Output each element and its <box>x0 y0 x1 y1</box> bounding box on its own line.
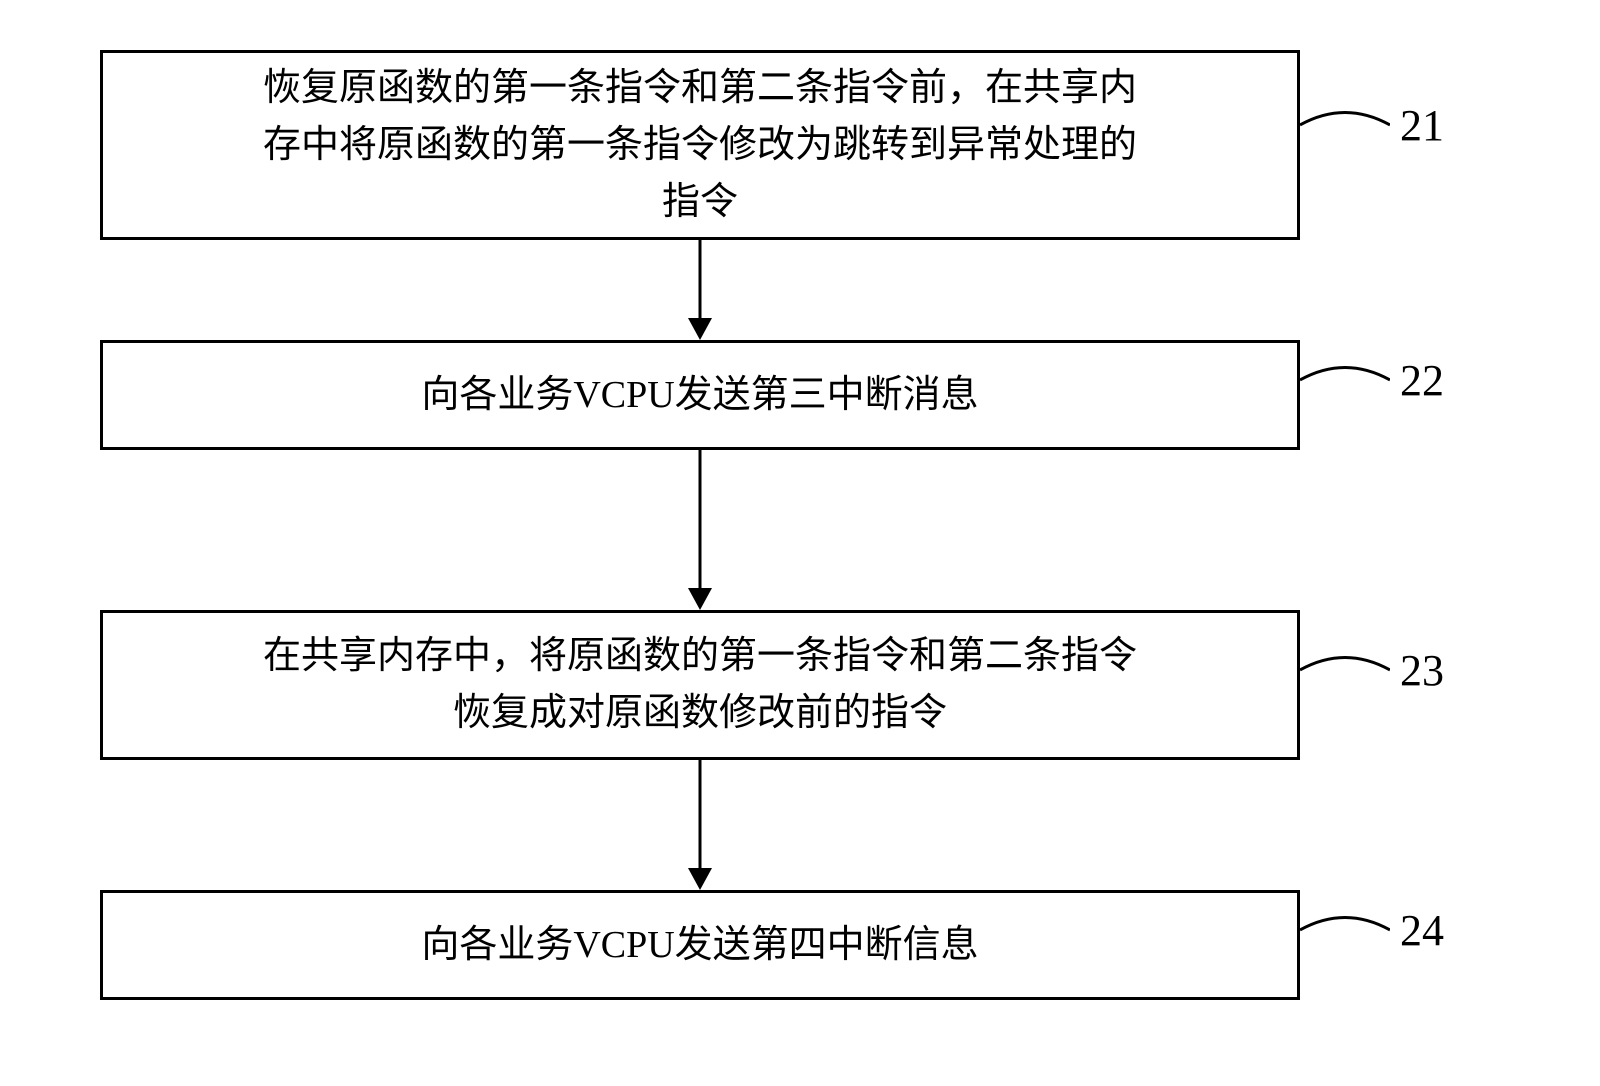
step-text-22: 向各业务VCPU发送第三中断消息 <box>421 367 978 424</box>
step-box-21: 恢复原函数的第一条指令和第二条指令前，在共享内 存中将原函数的第一条指令修改为跳… <box>100 50 1300 240</box>
step-text-21: 恢复原函数的第一条指令和第二条指令前，在共享内 存中将原函数的第一条指令修改为跳… <box>263 60 1137 231</box>
step-box-22: 向各业务VCPU发送第三中断消息 <box>100 340 1300 450</box>
step-23-line1: 在共享内存中，将原函数的第一条指令和第二条指令 <box>263 635 1137 677</box>
step-label-22: 22 <box>1400 355 1444 406</box>
step-22-line1: 向各业务VCPU发送第三中断消息 <box>421 374 978 416</box>
arrow-3 <box>680 760 720 890</box>
connector-22 <box>1300 360 1390 400</box>
step-label-21: 21 <box>1400 100 1444 151</box>
step-text-23: 在共享内存中，将原函数的第一条指令和第二条指令 恢复成对原函数修改前的指令 <box>263 628 1137 742</box>
step-21-line3: 指令 <box>662 181 738 223</box>
connector-23 <box>1300 650 1390 690</box>
step-label-23: 23 <box>1400 645 1444 696</box>
step-23-line2: 恢复成对原函数修改前的指令 <box>453 692 947 734</box>
connector-21 <box>1300 105 1390 145</box>
step-box-24: 向各业务VCPU发送第四中断信息 <box>100 890 1300 1000</box>
step-label-24: 24 <box>1400 905 1444 956</box>
step-text-24: 向各业务VCPU发送第四中断信息 <box>421 917 978 974</box>
step-21-line1: 恢复原函数的第一条指令和第二条指令前，在共享内 <box>263 67 1137 109</box>
step-box-23: 在共享内存中，将原函数的第一条指令和第二条指令 恢复成对原函数修改前的指令 <box>100 610 1300 760</box>
connector-24 <box>1300 910 1390 950</box>
flowchart-container: 恢复原函数的第一条指令和第二条指令前，在共享内 存中将原函数的第一条指令修改为跳… <box>100 50 1500 1000</box>
arrow-2 <box>680 450 720 610</box>
step-24-line1: 向各业务VCPU发送第四中断信息 <box>421 924 978 966</box>
step-21-line2: 存中将原函数的第一条指令修改为跳转到异常处理的 <box>263 124 1137 166</box>
arrow-1 <box>680 240 720 340</box>
